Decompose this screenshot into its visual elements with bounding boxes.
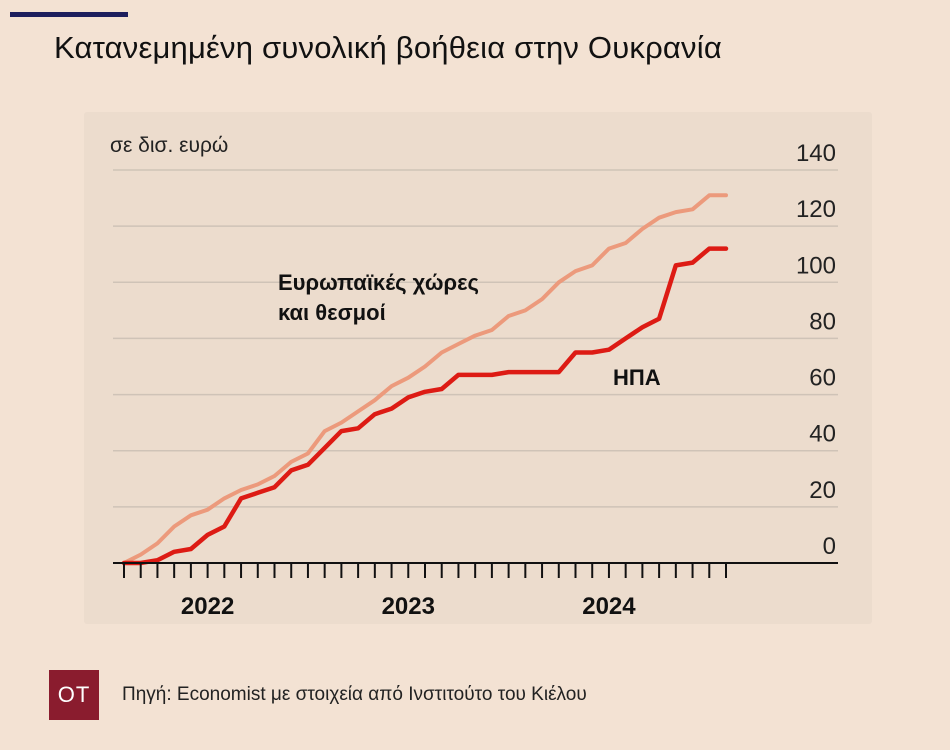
y-tick-label: 60 <box>809 365 836 392</box>
x-year-label: 2024 <box>582 593 636 620</box>
chart-panel <box>84 112 872 624</box>
y-tick-label: 40 <box>809 421 836 448</box>
x-year-label: 2023 <box>382 593 435 620</box>
unit-label: σε δισ. ευρώ <box>110 134 228 157</box>
europe-series-label: Ευρωπαϊκές χώρες <box>278 270 479 295</box>
y-axis: 0 20 40 60 80 100 120 140 <box>796 140 836 560</box>
y-tick-label: 100 <box>796 252 836 279</box>
series-labels: Ευρωπαϊκές χώρες και θεσμοί ΗΠΑ <box>278 270 661 390</box>
gridlines <box>113 169 838 508</box>
y-tick-label: 140 <box>796 140 836 167</box>
x-axis: 2022 2023 2024 <box>113 562 838 620</box>
y-tick-label: 0 <box>823 533 836 560</box>
y-tick-label: 20 <box>809 477 836 504</box>
page-title: Κατανεμημένη συνολική βοήθεια στην Ουκρα… <box>54 30 722 65</box>
title-accent-bar <box>10 12 128 17</box>
x-year-label: 2022 <box>181 593 234 620</box>
europe-series-line <box>122 193 728 565</box>
source-note: Πηγή: Economist με στοιχεία από Ινστιτού… <box>122 684 587 705</box>
usa-series-label: ΗΠΑ <box>613 365 661 390</box>
series-lines <box>121 193 729 566</box>
usa-series-line <box>121 246 729 566</box>
y-tick-label: 120 <box>796 196 836 223</box>
europe-series-label: και θεσμοί <box>278 300 386 325</box>
ot-logo: OT <box>49 670 99 720</box>
y-tick-label: 80 <box>809 308 836 335</box>
